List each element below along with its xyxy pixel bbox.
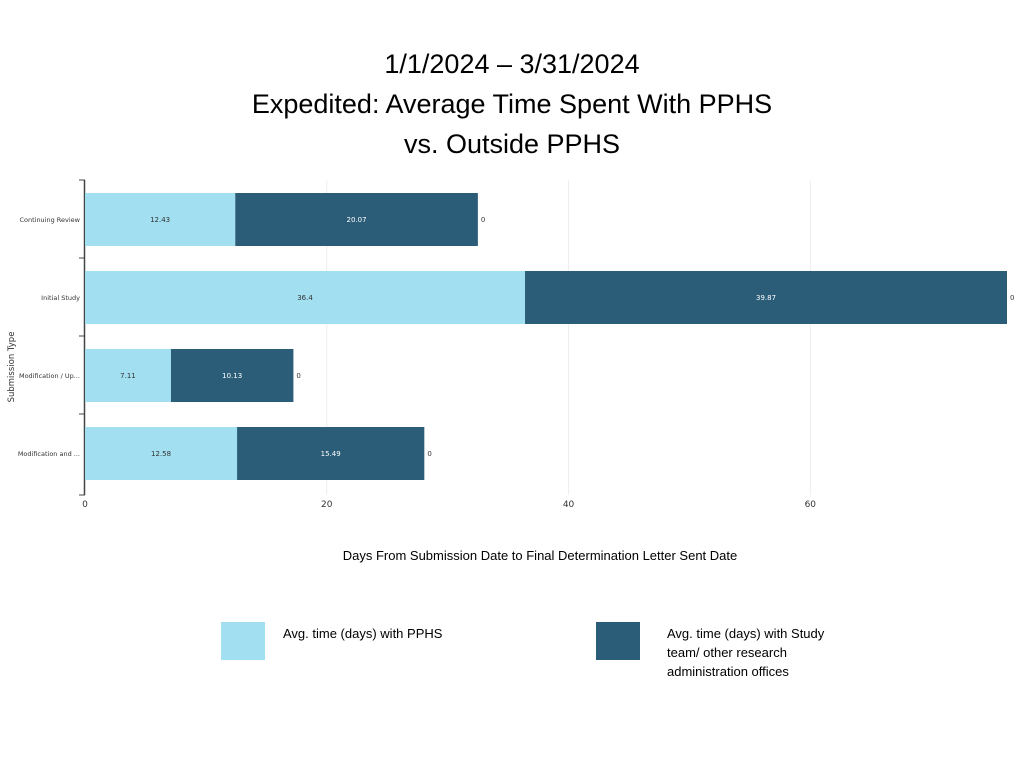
title-line-sub: vs. Outside PPHS xyxy=(403,129,621,159)
bar-2-series-0 xyxy=(85,349,171,402)
y-axis-label: Submission Type xyxy=(7,332,17,403)
bar-3-series-0 xyxy=(85,427,238,480)
data-label-1-series-2: 0 xyxy=(1010,294,1014,302)
bar-0-series-1 xyxy=(235,193,478,246)
data-label-2-series-0: 7.11 xyxy=(120,372,136,380)
title-line-date-range: 1/1/2024 – 3/31/2024 xyxy=(384,49,640,79)
data-label-3-series-2: 0 xyxy=(427,450,431,458)
legend-label-pphs: Avg. time (days) with PPHS xyxy=(283,626,443,641)
bar-0-series-0 xyxy=(85,193,236,246)
x-tick-label-40: 40 xyxy=(563,500,575,510)
chart-title: 1/1/2024 – 3/31/2024 Expedited: Average … xyxy=(0,44,1024,164)
bar-1-series-0 xyxy=(85,271,526,324)
data-label-3-series-0: 12.58 xyxy=(151,450,171,458)
bar-1-series-1 xyxy=(525,271,1007,324)
x-tick-label-0: 0 xyxy=(82,500,88,510)
x-tick-label-60: 60 xyxy=(805,500,817,510)
data-label-0-series-2: 0 xyxy=(481,216,485,224)
bar-2-series-1 xyxy=(170,349,294,402)
data-label-0-series-1: 20.07 xyxy=(347,216,367,224)
title-line-main: Expedited: Average Time Spent With PPHS xyxy=(251,89,773,119)
x-tick-label-20: 20 xyxy=(321,500,333,510)
data-label-3-series-1: 15.49 xyxy=(321,450,341,458)
category-label-0: Continuing Review xyxy=(19,216,80,224)
data-label-1-series-1: 39.87 xyxy=(756,294,776,302)
data-label-2-series-2: 0 xyxy=(296,372,300,380)
legend-swatch-study-team xyxy=(596,622,640,660)
data-label-0-series-0: 12.43 xyxy=(150,216,170,224)
category-label-3: Modification and ... xyxy=(18,450,80,458)
category-label-2: Modification / Up... xyxy=(19,372,80,380)
data-label-2-series-1: 10.13 xyxy=(222,372,242,380)
legend-swatch-pphs xyxy=(221,622,265,660)
category-label-1: Initial Study xyxy=(41,294,80,302)
legend-label-study-team: Avg. time (days) with Study team/ other … xyxy=(667,626,825,679)
data-label-1-series-0: 36.4 xyxy=(297,294,313,302)
bar-3-series-1 xyxy=(237,427,425,480)
x-axis-label: Days From Submission Date to Final Deter… xyxy=(342,548,738,563)
bar-chart: 12.43 20.07 0 Continuing Review 36.4 39.87 0 In… xyxy=(7,179,1014,510)
